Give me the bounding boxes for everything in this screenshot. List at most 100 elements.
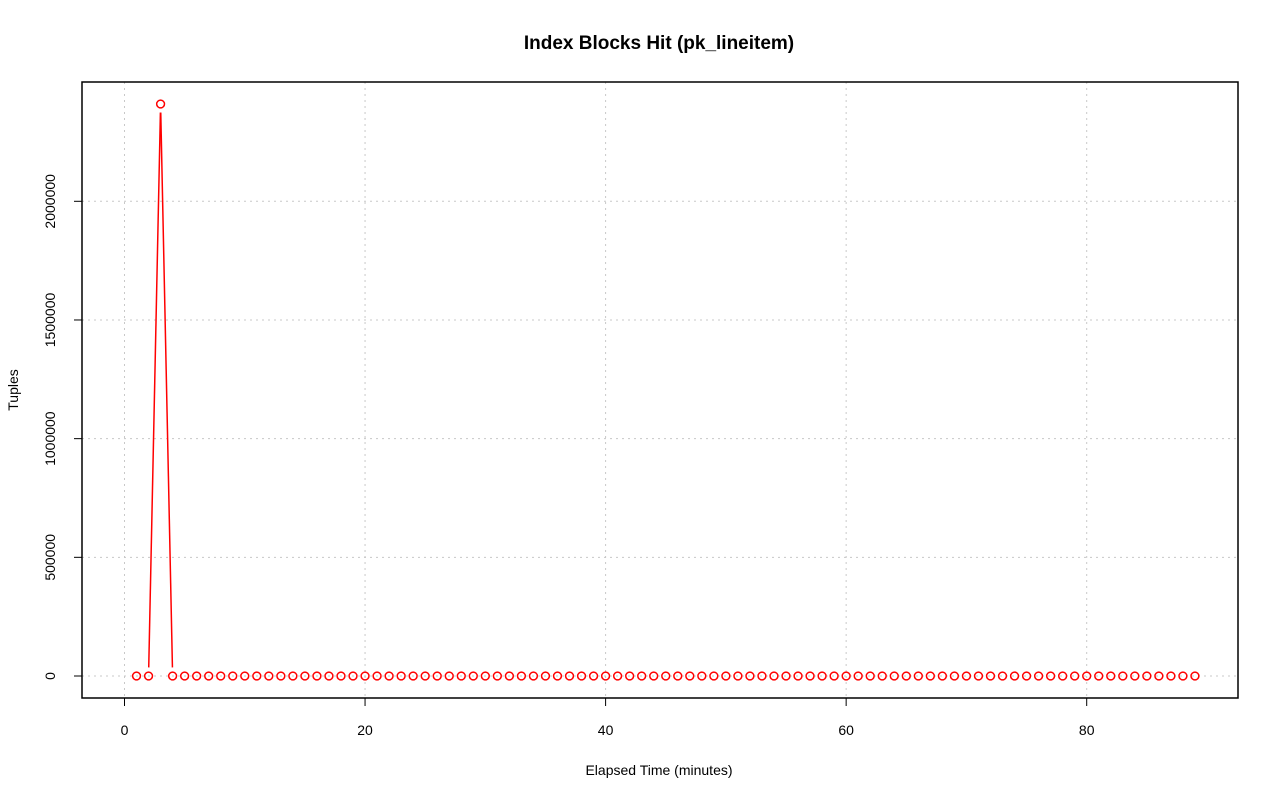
x-axis: 0 20 40 60 80 [121,697,1095,738]
data-point [480,671,490,681]
data-point [1045,671,1056,681]
data-point [1070,671,1080,681]
series-line-segment [160,112,174,668]
data-point [841,671,851,681]
data-point [155,99,166,109]
data-point [733,671,743,681]
series-layer [131,99,1200,681]
data-point [576,671,587,681]
data-point [997,671,1008,681]
data-point [288,671,298,681]
data-point [1142,671,1152,681]
data-point [143,671,154,681]
x-tick-label: 80 [1079,722,1095,738]
data-point [492,671,503,681]
data-point [649,671,659,681]
data-point [1009,671,1020,681]
data-point [769,671,779,681]
data-point [745,671,755,681]
data-point [516,671,527,681]
data-point [901,671,911,681]
data-point [1094,671,1104,681]
data-point [781,671,791,681]
grid [82,82,1238,698]
data-point [204,671,214,681]
data-point [1033,671,1044,681]
x-axis-label: Elapsed Time (minutes) [585,762,732,778]
data-point [167,671,178,681]
data-point [961,671,972,681]
data-point [1154,671,1164,681]
data-point [372,671,382,681]
data-point [240,671,250,681]
data-point [396,671,406,681]
data-point [408,671,418,681]
data-point [456,671,466,681]
x-tick-label: 40 [598,722,614,738]
data-point [1190,671,1200,681]
data-point [685,671,695,681]
data-point [985,671,996,681]
data-point [949,671,960,681]
x-tick-label: 20 [357,722,373,738]
data-point [793,671,803,681]
x-tick-label: 60 [838,722,854,738]
data-point [1166,671,1176,681]
data-point [877,671,887,681]
data-point [432,671,442,681]
data-point [829,671,839,681]
data-point [300,671,310,681]
data-point [889,671,899,681]
data-point [552,671,563,681]
y-tick-label: 1500000 [42,293,58,348]
data-point [1021,671,1032,681]
data-point [709,671,719,681]
data-point [1082,671,1092,681]
data-point [179,671,190,681]
series-line-segment [147,112,162,668]
data-point [312,671,322,681]
data-point [625,671,635,681]
data-point [360,671,370,681]
data-point [588,671,599,681]
data-point [444,671,454,681]
data-point [1130,671,1140,681]
data-point [913,671,923,681]
data-point [468,671,478,681]
data-point [697,671,707,681]
data-point [252,671,262,681]
data-point [528,671,539,681]
data-point [865,671,875,681]
data-point [420,671,430,681]
data-point [131,671,142,681]
data-point [805,671,815,681]
data-point [276,671,286,681]
data-point [564,671,575,681]
data-point [1057,671,1068,681]
data-point [673,671,683,681]
data-point [1106,671,1116,681]
data-point [540,671,551,681]
data-point [264,671,274,681]
data-point [324,671,334,681]
data-point [721,671,731,681]
data-point [504,671,515,681]
y-axis: 0 500000 1000000 1500000 2000000 [42,174,83,680]
data-point [1178,671,1188,681]
data-point [192,671,202,681]
data-point [1118,671,1128,681]
y-tick-label: 0 [42,672,58,680]
y-axis-label: Tuples [5,369,21,411]
data-point [817,671,827,681]
data-point [348,671,358,681]
data-point [925,671,935,681]
data-point [757,671,767,681]
data-point [937,671,948,681]
y-tick-label: 500000 [42,534,58,581]
data-point [612,671,623,681]
y-tick-label: 2000000 [42,174,58,229]
data-point [216,671,226,681]
data-point [384,671,394,681]
